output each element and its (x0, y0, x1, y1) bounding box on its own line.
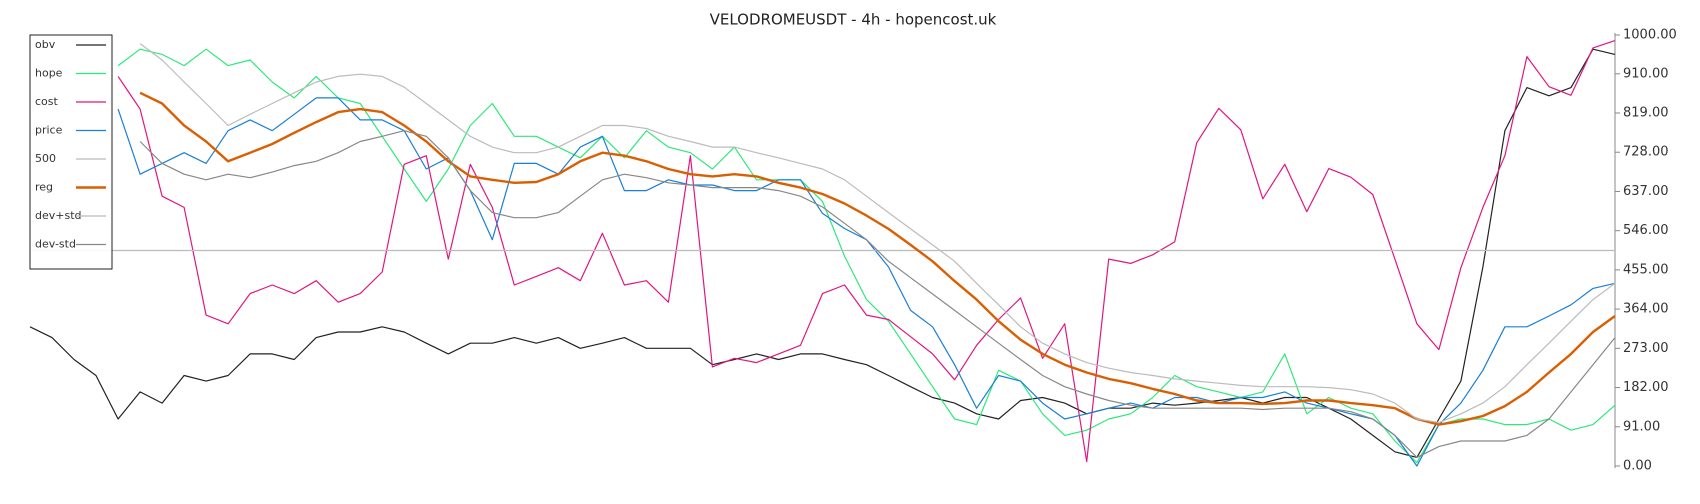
y-tick-label: 728.00 (1623, 145, 1669, 160)
legend-label: reg (35, 181, 53, 194)
legend-label: dev-std (35, 238, 76, 251)
legend-label: dev+std (35, 209, 82, 222)
y-tick-label: 637.00 (1623, 184, 1669, 199)
legend-label: price (35, 124, 63, 137)
series-line (29, 48, 1616, 458)
series-line (117, 97, 1616, 467)
series-line (139, 130, 1616, 458)
y-tick-label: 364.00 (1623, 302, 1669, 317)
y-tick-label: 182.00 (1623, 380, 1669, 395)
series-line (139, 43, 1616, 424)
legend-label: cost (35, 95, 59, 108)
y-tick-label: 910.00 (1623, 66, 1669, 81)
legend-label: 500 (35, 152, 56, 165)
series-line (117, 40, 1616, 463)
y-tick-label: 273.00 (1623, 341, 1669, 356)
y-tick-label: 455.00 (1623, 262, 1669, 277)
legend-label: obv (35, 38, 56, 51)
series-line (117, 48, 1616, 464)
y-tick-label: 546.00 (1623, 223, 1669, 238)
legend-label: hope (35, 67, 63, 80)
y-tick-label: 91.00 (1623, 419, 1660, 434)
y-tick-label: 1000.00 (1623, 28, 1677, 43)
y-tick-label: 819.00 (1623, 106, 1669, 121)
y-tick-label: 0.00 (1623, 459, 1652, 474)
chart-title: VELODROMEUSDT - 4h - hopencost.uk (710, 11, 997, 29)
series-line (139, 91, 1616, 426)
